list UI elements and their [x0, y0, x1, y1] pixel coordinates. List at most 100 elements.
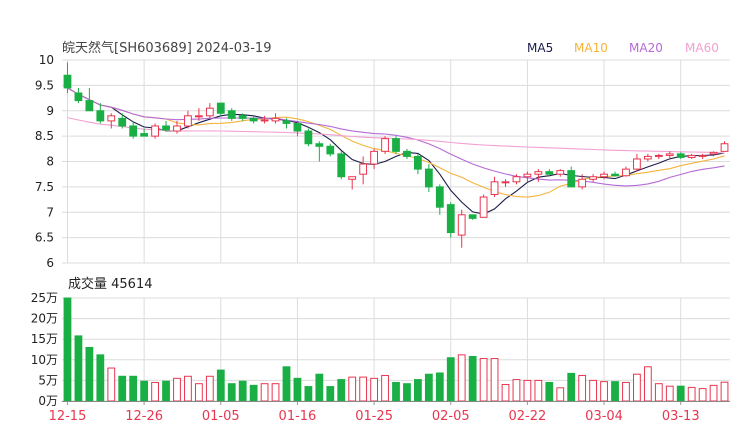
- candle-up: [600, 173, 608, 178]
- candle-up: [151, 125, 159, 137]
- volume-bar: [184, 375, 192, 402]
- candle-down: [282, 120, 291, 124]
- candle-up: [184, 115, 192, 127]
- volume-bar: [435, 372, 444, 402]
- legend-ma60: MA60: [685, 41, 719, 55]
- date-tick-label: 12-26: [125, 409, 163, 424]
- candle-down: [227, 110, 236, 119]
- volume-bar: [293, 377, 302, 402]
- candle-down: [424, 168, 433, 188]
- candle-up: [633, 158, 641, 170]
- candle-up: [709, 151, 718, 155]
- candle-down: [611, 173, 619, 177]
- volume-bar: [654, 383, 663, 402]
- volume-bar: [545, 381, 554, 402]
- volume-tick-label: 25万: [31, 291, 58, 305]
- volume-bar: [96, 354, 105, 402]
- date-tick-label: 02-05: [432, 409, 470, 424]
- volume-bar: [326, 386, 335, 402]
- candle-down: [249, 117, 258, 122]
- legend-ma10: MA10: [574, 41, 608, 55]
- volume-bar: [129, 375, 138, 402]
- candle-down: [315, 143, 324, 147]
- volume-bar: [227, 383, 236, 402]
- date-tick-label: 12-15: [49, 409, 87, 424]
- candle-down: [435, 186, 444, 208]
- candle-down: [392, 138, 400, 152]
- candle-down: [216, 102, 225, 114]
- price-tick-label: 9: [46, 104, 54, 118]
- candle-up: [479, 196, 488, 218]
- candle-up: [490, 181, 499, 195]
- volume-bar: [370, 377, 378, 402]
- volume-bar: [600, 381, 608, 402]
- price-tick-label: 8: [46, 155, 54, 169]
- volume-bar: [381, 374, 389, 402]
- volume-bar: [216, 369, 225, 402]
- candle-up: [589, 176, 598, 180]
- candle-down: [63, 74, 72, 89]
- candle-up: [534, 171, 543, 175]
- candle-up: [348, 176, 357, 180]
- volume-bar: [315, 373, 324, 402]
- candle-down: [468, 214, 477, 219]
- candle-up: [501, 181, 510, 184]
- date-tick-label: 01-05: [202, 409, 240, 424]
- candle-up: [381, 138, 389, 152]
- volume-bar: [633, 373, 641, 402]
- candle-down: [129, 125, 138, 137]
- volume-tick-label: 15万: [31, 332, 58, 346]
- volume-bar: [140, 380, 149, 402]
- volume-bar: [665, 385, 674, 402]
- date-tick-label: 01-16: [279, 409, 317, 424]
- volume-bar: [523, 379, 532, 402]
- volume-bar: [260, 383, 269, 402]
- volume-bar: [162, 380, 170, 402]
- volume-bar: [468, 356, 477, 402]
- volume-bar: [249, 384, 258, 402]
- price-tick-label: 10: [39, 53, 54, 67]
- candle-down: [403, 150, 411, 157]
- candle-up: [687, 154, 696, 158]
- volume-bar: [501, 384, 510, 402]
- volume-tick-label: 10万: [31, 353, 58, 367]
- candle-up: [512, 176, 521, 183]
- candle-up: [107, 115, 116, 122]
- volume-tick-label: 0万: [38, 394, 58, 408]
- legend-ma20: MA20: [629, 41, 663, 55]
- volume-bar: [424, 373, 433, 402]
- volume-bar: [238, 380, 247, 402]
- candle-up: [556, 170, 565, 175]
- volume-bar: [643, 366, 652, 402]
- candle-up: [523, 173, 532, 178]
- volume-bar: [392, 381, 400, 402]
- candle-down: [140, 133, 149, 137]
- volume-bar: [687, 386, 696, 402]
- volume-bar: [709, 384, 718, 402]
- candle-down: [85, 100, 94, 112]
- volume-bar: [698, 388, 707, 402]
- candle-down: [414, 155, 422, 170]
- candle-down: [326, 145, 335, 155]
- candle-down: [96, 110, 105, 122]
- candle-up: [720, 143, 729, 152]
- volume-bar: [205, 375, 214, 402]
- date-tick-label: 01-25: [355, 409, 393, 424]
- volume-bar: [512, 379, 521, 402]
- candle-up: [643, 155, 652, 160]
- candle-up: [665, 153, 674, 156]
- legend-ma5: MA5: [527, 41, 553, 55]
- volume-bar: [107, 367, 116, 402]
- volume-bar: [85, 346, 94, 402]
- candle-down: [238, 115, 247, 119]
- volume-bar: [194, 383, 203, 402]
- price-tick-label: 6: [46, 256, 54, 270]
- chart-title: 皖天然气[SH603689] 2024-03-19: [62, 40, 271, 56]
- candle-down: [545, 171, 554, 175]
- candle-down: [74, 92, 83, 102]
- volume-bar: [479, 358, 488, 402]
- volume-bar: [720, 381, 729, 402]
- date-tick-label: 03-13: [662, 409, 700, 424]
- price-tick-label: 7: [46, 205, 54, 219]
